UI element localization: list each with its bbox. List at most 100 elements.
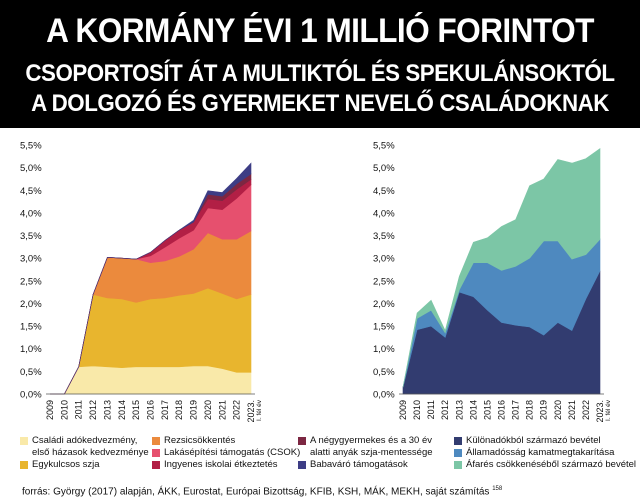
right-y-tick-label: 5,5% (373, 141, 395, 152)
right-y-tick-label: 4,5% (373, 186, 395, 197)
legend-item-allamadossag: Államadósság kamatmegtakarítása (454, 447, 614, 459)
right-y-tick-label: 5,0% (373, 163, 395, 174)
legend-label: Különadókból származó bevétel (466, 435, 601, 446)
left-y-tick-label: 2,5% (20, 276, 42, 287)
legend-item-babavaro: Babaváró támogatások (298, 459, 408, 471)
right-y-tick-label: 3,0% (373, 254, 395, 265)
left-y-tick-label: 1,5% (20, 322, 42, 333)
left-y-tick-label: 1,0% (20, 344, 42, 355)
right-x-tick-sublabel: I. fél év (605, 399, 612, 421)
legend-item-csaladi-adokedvezmeny: Családi adókedvezmény, (20, 435, 137, 447)
left-x-tick-label: 2018 (174, 400, 184, 420)
legend-swatch (20, 437, 28, 445)
left-x-tick-label: 2021 (217, 400, 227, 420)
right-x-tick-label: 2021 (567, 400, 577, 420)
legend-swatch (152, 449, 160, 457)
legend-item-iskolai-etkeztetes: Ingyenes iskolai étkeztetés (152, 459, 278, 471)
source-text: forrás: György (2017) alapján, ÁKK, Euro… (22, 486, 490, 498)
left-y-tick-label: 0,5% (20, 367, 42, 378)
legend-label: Egykulcsos szja (32, 459, 100, 470)
right-y-tick-label: 0,5% (373, 367, 395, 378)
left-x-tick-label: 2014 (117, 400, 127, 420)
right-y-tick-label: 1,0% (373, 344, 395, 355)
legend-item-egykulcsos-szja: Egykulcsos szja (20, 459, 100, 471)
legend-item-kuladok: Különadókból származó bevétel (454, 435, 601, 447)
legend-item-csaladi-adokedvezmeny-line2: első házasok kedvezménye (32, 447, 149, 459)
right-y-tick-label: 3,5% (373, 231, 395, 242)
legend-item-afares: Áfarés csökkenéséből származó bevétel (454, 459, 636, 471)
legend-swatch (454, 449, 462, 457)
legend-label: Áfarés csökkenéséből származó bevétel (466, 459, 637, 470)
left-y-tick-label: 5,0% (20, 163, 42, 174)
left-y-tick-label: 3,5% (20, 231, 42, 242)
left-x-tick-label: 2015 (131, 400, 141, 420)
left-x-tick-label: 2022 (232, 400, 242, 420)
right-y-tick-label: 0,0% (373, 390, 395, 401)
right-x-tick-label: 2014 (468, 400, 478, 420)
left-x-tick-label: 2013 (102, 400, 112, 420)
legend-item-rezsicsokkentes: Rezsicsökkentés (152, 435, 235, 447)
right-x-tick-label: 2010 (412, 400, 422, 420)
left-y-tick-label: 4,0% (20, 208, 42, 219)
left-y-tick-label: 4,5% (20, 186, 42, 197)
right-x-tick-label: 2013 (454, 400, 464, 420)
legend-swatch (152, 437, 160, 445)
legend-label: alatti anyák szja-mentessége (310, 447, 433, 458)
legend-label: Lakásépítési támogatás (CSOK) (164, 447, 301, 458)
legend-label: Családi adókedvezmény, (32, 435, 138, 446)
right-x-tick-label: 2017 (511, 400, 521, 420)
left-x-tick-label: 2016 (146, 400, 156, 420)
legend-swatch (152, 461, 160, 469)
header-banner: A KORMÁNY ÉVI 1 MILLIÓ FORINTOT CSOPORTO… (0, 0, 640, 128)
legend-item-csok: Lakásépítési támogatás (CSOK) (152, 447, 300, 459)
legend-swatch (298, 437, 306, 445)
right-x-tick-label: 2019 (539, 400, 549, 420)
left-y-tick-label: 2,0% (20, 299, 42, 310)
legend-label: Ingyenes iskolai étkeztetés (164, 459, 278, 470)
page-subtitle-line1: CSOPORTOSÍT ÁT A MULTIKTÓL ÉS SPEKULÁNSO… (25, 60, 615, 87)
right-x-tick-label: 2012 (440, 400, 450, 420)
left-x-tick-label: 2019 (189, 400, 199, 420)
left-x-tick-sublabel: I. fél év (256, 399, 263, 421)
legend-label: Államadósság kamatmegtakarítása (466, 447, 615, 458)
legend-label: A négygyermekes és a 30 év (310, 435, 432, 446)
left-y-tick-label: 3,0% (20, 254, 42, 265)
legend-swatch (20, 461, 28, 469)
legend-item-negygyermekes-anyak: A négygyermekes és a 30 év (298, 435, 432, 447)
left-y-tick-label: 0,0% (20, 390, 42, 401)
source-footnote-number: 158 (492, 486, 503, 492)
right-y-tick-label: 2,5% (373, 276, 395, 287)
right-area-series-2 (402, 148, 601, 388)
page-subtitle-line2: A DOLGOZÓ ÉS GYERMEKET NEVELŐ CSALÁDOKNA… (31, 90, 609, 117)
legend-swatch (298, 461, 306, 469)
source-note: forrás: György (2017) alapján, ÁKK, Euro… (22, 486, 502, 497)
left-area-series-6 (50, 162, 252, 395)
right-x-tick-label: 2011 (426, 400, 436, 419)
page-title: A KORMÁNY ÉVI 1 MILLIÓ FORINTOT (46, 12, 594, 50)
right-x-tick-label: 2018 (525, 400, 535, 420)
right-x-tick-label: 2020 (553, 400, 563, 420)
left-x-tick-label: 2023. (246, 400, 256, 423)
left-x-tick-label: 2010 (59, 400, 69, 420)
left-x-tick-label: 2017 (160, 400, 170, 420)
legend-label: Babaváró támogatások (310, 459, 408, 470)
legend-label: Rezsicsökkentés (164, 435, 236, 446)
left-x-tick-label: 2020 (203, 400, 213, 420)
legend-swatch (454, 461, 462, 469)
right-x-tick-label: 2023. (595, 400, 605, 423)
right-x-tick-label: 2009 (398, 400, 408, 420)
legend-swatch (454, 437, 462, 445)
right-x-tick-label: 2016 (497, 400, 507, 420)
left-x-tick-label: 2011 (74, 400, 84, 419)
right-y-tick-label: 2,0% (373, 299, 395, 310)
left-x-tick-label: 2009 (45, 400, 55, 420)
right-y-tick-label: 1,5% (373, 322, 395, 333)
right-y-tick-label: 4,0% (373, 208, 395, 219)
left-x-tick-label: 2012 (88, 400, 98, 420)
legend-item-negygyermekes-anyak-line2: alatti anyák szja-mentessége (310, 447, 433, 459)
legend-label: első házasok kedvezménye (32, 447, 149, 458)
right-x-tick-label: 2015 (482, 400, 492, 420)
left-y-tick-label: 5,5% (20, 141, 42, 152)
